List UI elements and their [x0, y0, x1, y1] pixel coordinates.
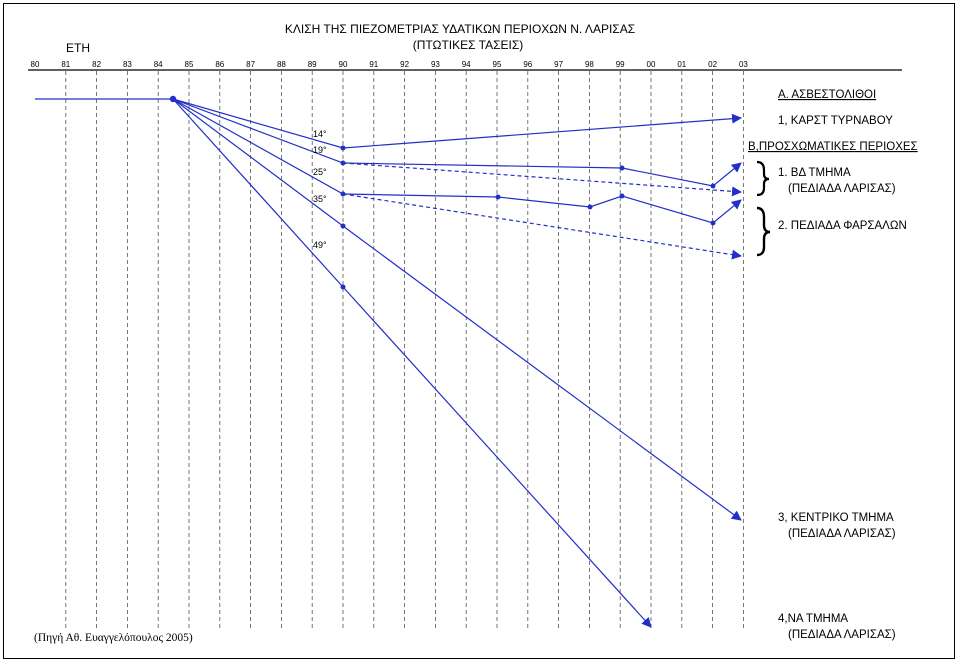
point — [587, 204, 593, 210]
year-tick-label: 90 — [339, 60, 348, 69]
point — [340, 160, 346, 166]
point — [619, 165, 625, 171]
year-tick-label: 02 — [708, 60, 717, 69]
year-tick-label: 95 — [493, 60, 502, 69]
figure-frame — [3, 3, 955, 659]
angle-label: 19° — [313, 145, 327, 155]
year-gridlines — [65, 71, 744, 628]
diagram-subtitle: (ΠΤΩΤΙΚΕΣ ΤΑΣΕΙΣ) — [413, 38, 524, 52]
angle-labels: 14° 19° 25° 35° 49° — [313, 129, 327, 250]
year-tick-label: 96 — [523, 60, 532, 69]
year-tick-label: 85 — [185, 60, 194, 69]
legend-item-b2: 2. ΠΕΔΙΑΔΑ ΦΑΡΣΑΛΩΝ — [778, 220, 907, 232]
legend-item-b4-sub: (ΠΕΔΙΑΔΑ ΛΑΡΙΣΑΣ) — [788, 629, 896, 641]
year-tick-label: 88 — [277, 60, 286, 69]
point — [340, 284, 346, 290]
legend-item-b3-sub: (ΠΕΔΙΑΔΑ ΛΑΡΙΣΑΣ) — [788, 528, 896, 540]
year-tick-label: 81 — [61, 60, 70, 69]
legend-section-b: Β,ΠΡΟΣΧΩΜΑΤΙΚΕΣ ΠΕΡΙΟΧΕΣ — [748, 141, 918, 153]
year-tick-label: 91 — [369, 60, 378, 69]
point — [710, 220, 716, 226]
trend-points — [169, 95, 716, 290]
trend-lines — [172, 98, 742, 628]
legend-item-b1: 1. ΒΔ ΤΜΗΜΑ — [778, 167, 851, 179]
legend-section-a: Α. ΑΣΒΕΣΤΟΛΙΘΟΙ — [778, 89, 876, 101]
trend-farsala-projection — [342, 193, 742, 260]
year-tick-label: 00 — [647, 60, 656, 69]
brace-farsala — [756, 206, 771, 257]
year-tick-label: 93 — [431, 60, 440, 69]
legend-item-b1-sub: (ΠΕΔΙΑΔΑ ΛΑΡΙΣΑΣ) — [788, 183, 896, 195]
years-axis-label: ΕΤΗ — [66, 41, 90, 55]
year-tick-label: 94 — [462, 60, 471, 69]
year-tick-labels: 80 81 82 83 84 85 86 87 88 89 90 91 92 93 94 95 96 97 98 99… — [31, 60, 749, 69]
legend: Α. ΑΣΒΕΣΤΟΛΙΘΟΙ 1, ΚΑΡΣΤ ΤΥΡΝΑΒΟΥ Β,ΠΡΟΣ… — [748, 89, 918, 641]
year-tick-label: 99 — [616, 60, 625, 69]
angle-label: 49° — [313, 240, 327, 250]
trend-farsala — [172, 98, 742, 224]
year-tick-label: 97 — [554, 60, 563, 69]
point — [619, 193, 625, 199]
point — [340, 145, 346, 151]
legend-item-a1: 1, ΚΑΡΣΤ ΤΥΡΝΑΒΟΥ — [778, 115, 893, 127]
year-tick-label: 98 — [585, 60, 594, 69]
trend-nw-part-projection — [342, 162, 742, 197]
brace-nw-part — [756, 160, 770, 197]
angle-label: 25° — [313, 167, 327, 177]
year-tick-label: 82 — [92, 60, 101, 69]
trend-karst-tyrnavou — [172, 98, 742, 149]
point — [710, 183, 716, 189]
trend-nw-part — [172, 98, 742, 187]
year-tick-label: 01 — [677, 60, 686, 69]
trend-se-part — [172, 98, 652, 628]
year-tick-label: 92 — [400, 60, 409, 69]
year-tick-label: 89 — [308, 60, 317, 69]
angle-label: 14° — [313, 129, 327, 139]
point — [495, 194, 501, 200]
year-tick-label: 87 — [246, 60, 255, 69]
point-origin — [169, 95, 177, 103]
legend-item-b3: 3, ΚΕΝΤΡΙΚΟ ΤΜΗΜΑ — [778, 512, 894, 524]
point — [340, 191, 346, 197]
source-caption: (Πηγή Αθ. Ευαγγελόπουλος 2005) — [34, 632, 193, 644]
angle-label: 35° — [313, 194, 327, 204]
year-tick-label: 84 — [154, 60, 163, 69]
year-tick-label: 83 — [123, 60, 132, 69]
legend-item-b4: 4,ΝΑ ΤΜΗΜΑ — [778, 613, 848, 625]
year-tick-label: 86 — [215, 60, 224, 69]
year-tick-label: 03 — [739, 60, 748, 69]
point — [340, 223, 346, 229]
diagram-title: ΚΛΙΣΗ ΤΗΣ ΠΙΕΖΟΜΕΤΡΙΑΣ ΥΔΑΤΙΚΩΝ ΠΕΡΙΟΧΩΝ… — [285, 22, 635, 36]
trend-central-part — [172, 98, 742, 521]
year-tick-label: 80 — [31, 60, 40, 69]
